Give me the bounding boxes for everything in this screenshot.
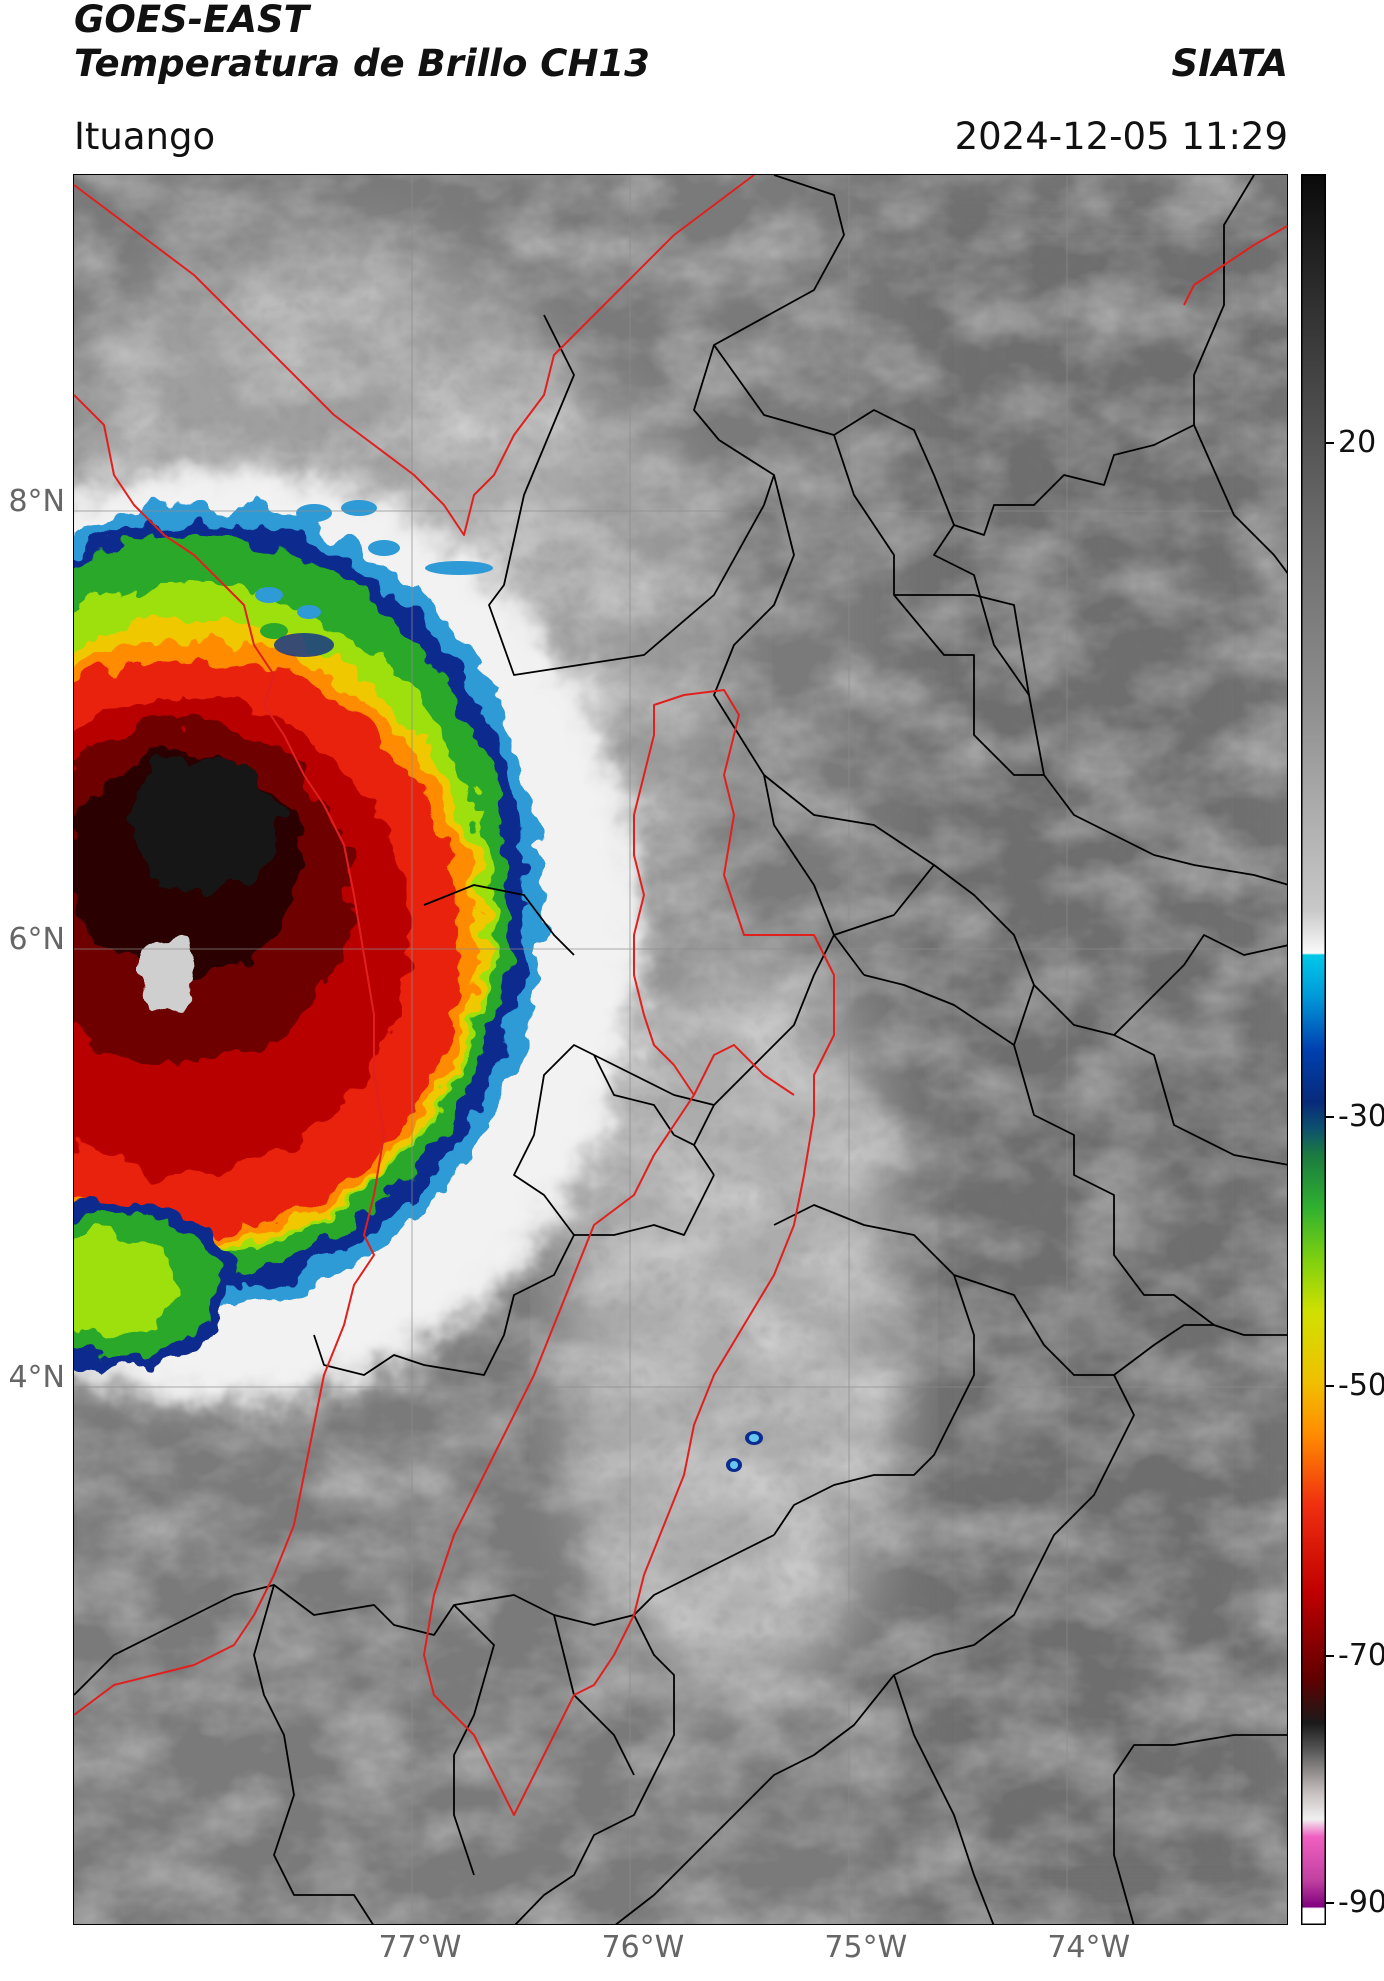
graticule	[74, 175, 1287, 1924]
lon-tick-label: 76°W	[601, 1930, 685, 1965]
datetime-label: 2024-12-05 11:29	[954, 115, 1288, 158]
lat-tick-label: 4°N	[8, 1359, 65, 1395]
organization-label: SIATA	[1171, 42, 1288, 85]
colorbar-tick-mark	[1326, 1385, 1334, 1388]
lon-tick-label: 77°W	[378, 1930, 462, 1965]
colorbar-tick-label: 20	[1338, 425, 1377, 461]
colorbar-tick-mark	[1326, 1902, 1334, 1904]
map-canvas	[74, 175, 1287, 1924]
lon-tick-label: 75°W	[824, 1930, 908, 1965]
colorbar-tick-mark	[1326, 1654, 1334, 1657]
convective-storm	[74, 465, 644, 1405]
colorbar-tick-label: -90	[1338, 1885, 1384, 1920]
colorbar-tick-label: -50	[1338, 1368, 1384, 1404]
colorbar-gradient	[1301, 174, 1326, 1925]
colorbar-tick-mark	[1326, 442, 1334, 445]
lat-tick-label: 6°N	[8, 922, 65, 958]
satellite-title: GOES-EAST	[74, 0, 309, 41]
product-title: Temperatura de Brillo CH13	[74, 42, 650, 85]
colorbar	[1301, 174, 1326, 1925]
admin-boundaries	[74, 175, 1287, 1924]
colorbar-tick-label: -30	[1338, 1098, 1384, 1134]
lat-tick-label: 8°N	[8, 484, 65, 520]
satellite-map[interactable]	[73, 174, 1288, 1925]
colorbar-tick-label: -70	[1338, 1637, 1384, 1673]
location-label: Ituango	[74, 115, 216, 158]
colorbar-tick-mark	[1326, 1115, 1334, 1118]
cold-cells	[255, 500, 763, 1472]
coastline-and-watershed	[74, 175, 1287, 1816]
lon-tick-label: 74°W	[1047, 1930, 1131, 1965]
